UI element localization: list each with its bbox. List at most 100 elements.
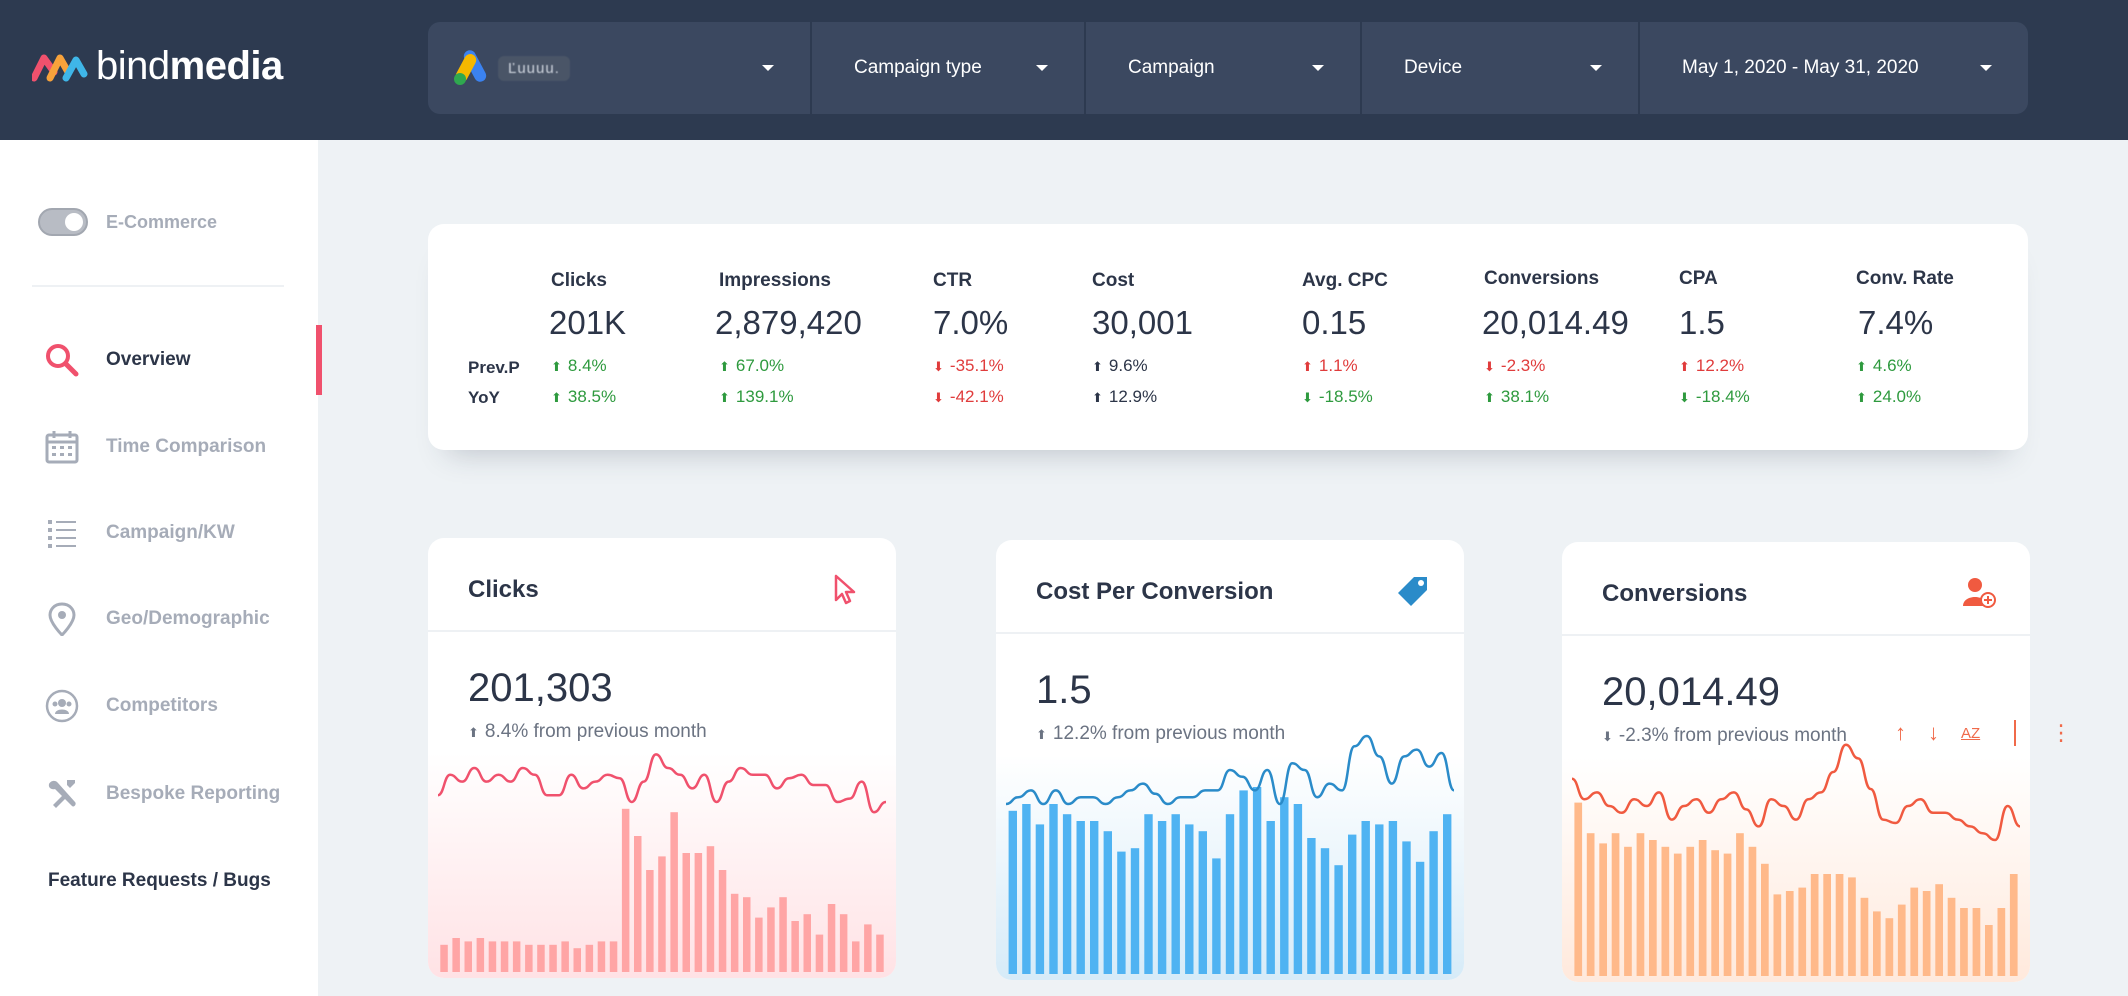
brand-logo[interactable]: bindmedia <box>32 44 283 88</box>
sidebar-item-label: Bespoke Reporting <box>106 783 281 804</box>
chart-bar <box>1375 824 1384 974</box>
kpi-change-value: -18.5% <box>1318 387 1373 406</box>
kpi-change-value: -18.4% <box>1695 387 1750 406</box>
card-title: Conversions <box>1602 580 1748 607</box>
kpi-change-value: 8.4% <box>567 356 607 375</box>
brand-mark-icon <box>32 54 88 82</box>
chart-bar <box>1035 824 1045 974</box>
chart-bar <box>1239 790 1248 974</box>
chart-bar <box>658 856 666 972</box>
arrow-up-icon: ⬆ <box>1036 727 1047 742</box>
kpi-change-value: 1.1% <box>1318 356 1358 375</box>
card-header <box>1562 542 2030 636</box>
chart-bar <box>1661 846 1670 976</box>
sort-descending-icon[interactable]: ↓ <box>1928 720 1939 745</box>
chart-bar <box>1972 908 1981 976</box>
chart-bar <box>1636 833 1645 976</box>
kpi-value: 201K <box>549 304 627 341</box>
cursor-icon[interactable] <box>828 572 862 606</box>
ecommerce-toggle[interactable] <box>38 208 88 236</box>
chart-bar <box>1361 821 1370 974</box>
kpi-name: Impressions <box>719 270 831 291</box>
kpi-name: Avg. CPC <box>1302 270 1388 291</box>
chart-bar <box>682 853 690 972</box>
chart-bar <box>1415 861 1425 974</box>
more-options-icon[interactable]: ⋮ <box>2050 720 2073 745</box>
chevron-down-icon <box>1036 65 1048 71</box>
chart-bar <box>1212 858 1221 974</box>
card-change: ⬇ -2.3% from previous month <box>1602 725 1847 746</box>
arrow-up-icon: ⬆ <box>1302 359 1313 374</box>
search-icon <box>44 342 80 378</box>
kpi-change-prev: ⬆ 9.6% <box>1092 356 1148 376</box>
kpi-value: 7.4% <box>1858 304 1934 341</box>
kpi-change-prev: ⬆ 1.1% <box>1302 356 1358 376</box>
campaign-select[interactable]: Campaign <box>1086 22 1362 114</box>
card-value: 201,303 <box>468 666 613 710</box>
tag-icon[interactable] <box>1396 574 1430 608</box>
kpi-change-yoy: ⬇ -18.5% <box>1302 387 1373 407</box>
kpi-change-value: -42.1% <box>949 387 1004 406</box>
card-sort-toolbar: ↑ ↓ AZ ⋮ <box>1895 720 2072 746</box>
kpi-change-yoy: ⬆ 38.5% <box>551 387 616 407</box>
chart-bar <box>597 941 606 972</box>
chart-bar <box>549 944 557 972</box>
arrow-down-icon: ⬇ <box>1484 359 1495 374</box>
sidebar-item-geo-demographic[interactable]: Geo/Demographic <box>0 589 318 649</box>
chart-bar <box>1624 846 1632 976</box>
chevron-down-icon <box>1590 65 1602 71</box>
chart-bar <box>706 846 715 972</box>
campaign-type-select[interactable]: Campaign type <box>812 22 1086 114</box>
date-range-select[interactable]: May 1, 2020 - May 31, 2020 <box>1640 22 2028 114</box>
chart-bar <box>1773 894 1782 976</box>
chart-bar <box>525 944 533 972</box>
chart-bar <box>476 938 485 972</box>
chart-bar <box>1185 824 1194 974</box>
sidebar-item-label: Overview <box>106 349 191 370</box>
kpi-name: CTR <box>933 270 973 291</box>
kpi-change-value: 24.0% <box>1872 387 1922 406</box>
device-select[interactable]: Device <box>1362 22 1640 114</box>
chart-bar <box>1736 833 1744 976</box>
date-range-label: May 1, 2020 - May 31, 2020 <box>1682 57 1919 78</box>
kpi-name: CPA <box>1679 268 1718 289</box>
chart-bar <box>1897 904 1906 976</box>
sidebar-item-time-comparison[interactable]: Time Comparison <box>0 417 318 477</box>
sidebar-divider <box>32 285 284 287</box>
filter-bar: Ľuuuu. Campaign type Campaign Device May… <box>428 22 2028 114</box>
chart-bar <box>440 944 448 972</box>
conversions-chart <box>1562 636 2030 982</box>
chart-bar <box>1673 853 1682 976</box>
kpi-change-value: 38.5% <box>567 387 617 406</box>
sidebar-item-campaign-kw[interactable]: Campaign/KW <box>0 503 318 563</box>
chart-bar <box>1586 833 1595 976</box>
device-label: Device <box>1404 57 1463 78</box>
kpi-change-value: 9.6% <box>1108 356 1148 375</box>
card-header <box>428 538 896 632</box>
chart-bar <box>1997 908 2006 976</box>
kpi-change-yoy: ⬆ 38.1% <box>1484 387 1549 407</box>
chart-bar <box>621 808 630 972</box>
chart-bar <box>1935 884 1943 976</box>
account-name: Ľuuuu. <box>498 55 570 81</box>
chart-trend-line <box>437 753 887 814</box>
feature-requests-link[interactable]: Feature Requests / Bugs <box>48 870 271 891</box>
chart-trend-line <box>1005 734 1456 806</box>
add-user-icon[interactable] <box>1962 576 1996 610</box>
arrow-up-icon: ⬆ <box>1092 390 1103 405</box>
sidebar-item-bespoke-reporting[interactable]: Bespoke Reporting <box>0 764 318 824</box>
clicks-chart <box>428 632 896 978</box>
sort-alphabetical-icon[interactable]: AZ <box>1961 724 1981 742</box>
sidebar-item-competitors[interactable]: Competitors <box>0 676 318 736</box>
chart-bar <box>1873 911 1881 976</box>
kpi-change-value: 12.9% <box>1108 387 1158 406</box>
sort-ascending-icon[interactable]: ↑ <box>1895 720 1906 745</box>
sidebar-item-overview[interactable]: Overview <box>0 325 322 395</box>
account-select[interactable]: Ľuuuu. <box>428 22 812 114</box>
chart-bar <box>1022 804 1031 974</box>
chart-bar <box>694 853 703 972</box>
card-title: Cost Per Conversion <box>1036 578 1274 605</box>
kpi-summary-card: Prev.P YoY Clicks 201K ⬆ 8.4% ⬆ 38.5% Impressi… <box>428 224 2028 450</box>
kpi-change-yoy: ⬆ 12.9% <box>1092 387 1157 407</box>
calendar-icon <box>44 429 80 465</box>
